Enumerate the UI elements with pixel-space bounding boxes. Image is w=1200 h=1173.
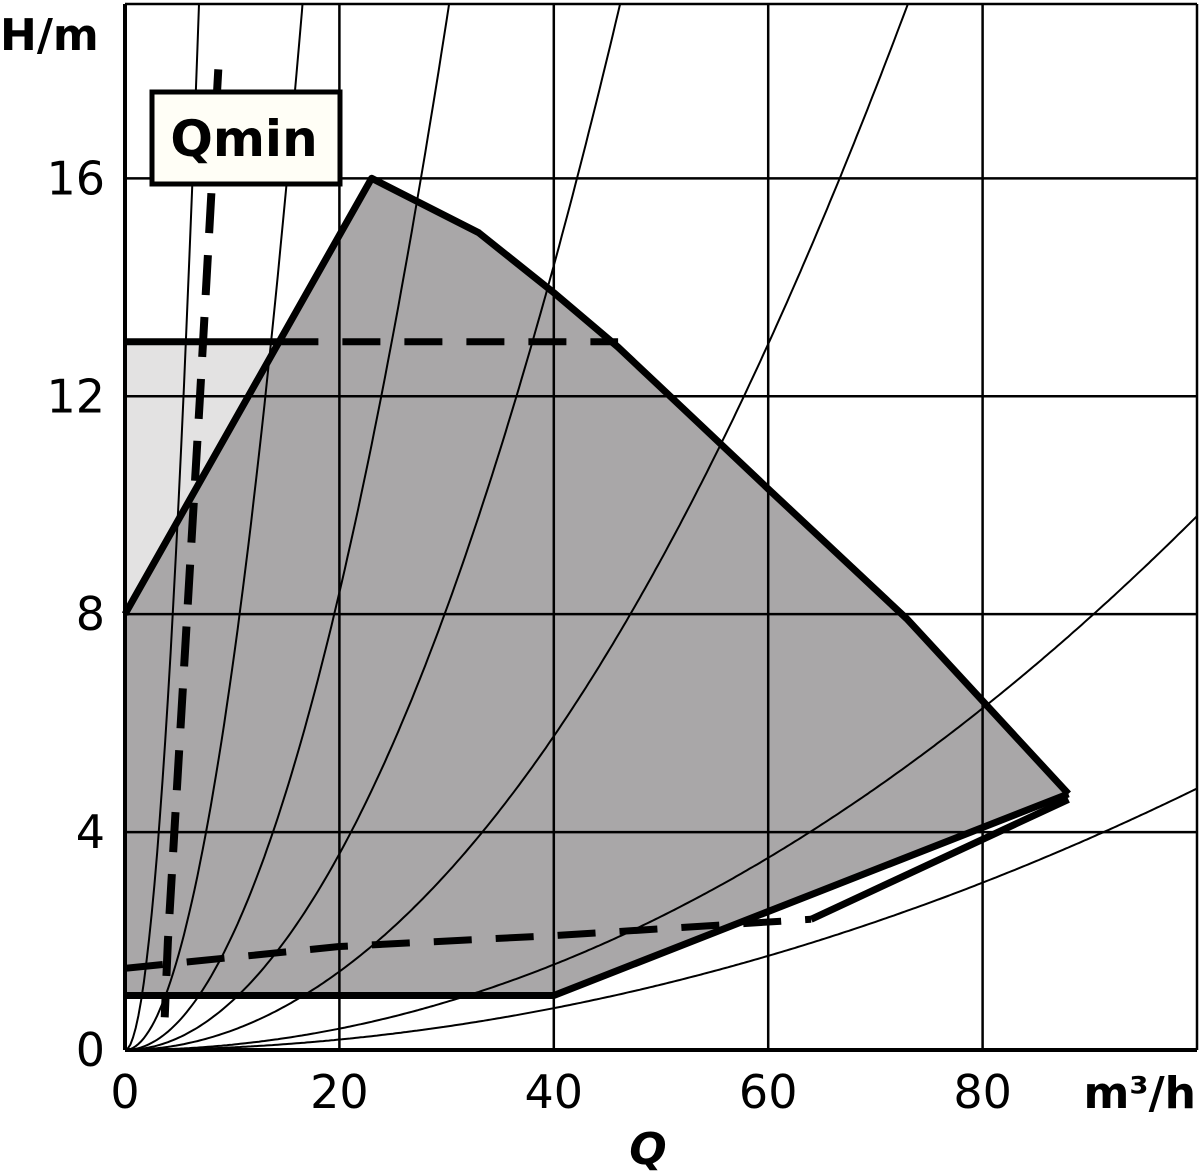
x-axis-label: Q bbox=[629, 1124, 666, 1173]
y-tick-label-0: 0 bbox=[76, 1023, 105, 1077]
line-lower-solid-return bbox=[809, 796, 1070, 923]
region-operating-field bbox=[125, 178, 1069, 996]
y-tick-label-4: 4 bbox=[76, 805, 105, 859]
tick-labels-layer: 0 20 40 60 80 0 4 8 12 16 bbox=[46, 151, 1011, 1119]
system-curve-5 bbox=[125, 3, 909, 1051]
x-tick-label-60: 60 bbox=[739, 1065, 798, 1119]
x-tick-label-0: 0 bbox=[110, 1065, 139, 1119]
qmin-layer bbox=[160, 69, 223, 1018]
y-tick-label-16: 16 bbox=[46, 151, 105, 205]
y-axis-label: H/m bbox=[0, 10, 99, 61]
x-tick-label-40: 40 bbox=[525, 1065, 584, 1119]
grid-layer bbox=[125, 2, 1199, 1050]
system-curve-1 bbox=[124, 3, 200, 1051]
x-axis-unit: m³/h bbox=[1083, 1068, 1196, 1119]
y-tick-label-12: 12 bbox=[46, 369, 105, 423]
y-tick-label-8: 8 bbox=[76, 587, 105, 641]
system-curve-2 bbox=[124, 3, 304, 1051]
system-curve-7 bbox=[125, 787, 1198, 1051]
line-max-curve bbox=[121, 174, 1071, 797]
line-lower-dashed bbox=[124, 915, 812, 972]
qmin-label: Qmin bbox=[170, 110, 317, 168]
system-curves-layer bbox=[124, 3, 1198, 1051]
qmin-label-box: Qmin bbox=[149, 89, 343, 187]
qmin-line bbox=[160, 69, 223, 1018]
x-tick-label-20: 20 bbox=[310, 1065, 369, 1119]
boundary-lines-layer bbox=[121, 174, 1071, 999]
system-curve-3 bbox=[124, 3, 451, 1051]
axes-layer bbox=[123, 4, 1197, 1052]
line-min-curve bbox=[125, 790, 1070, 999]
system-curve-4 bbox=[125, 3, 622, 1051]
regions-layer bbox=[125, 178, 1069, 996]
system-curve-6 bbox=[125, 515, 1198, 1051]
x-tick-label-80: 80 bbox=[953, 1065, 1012, 1119]
